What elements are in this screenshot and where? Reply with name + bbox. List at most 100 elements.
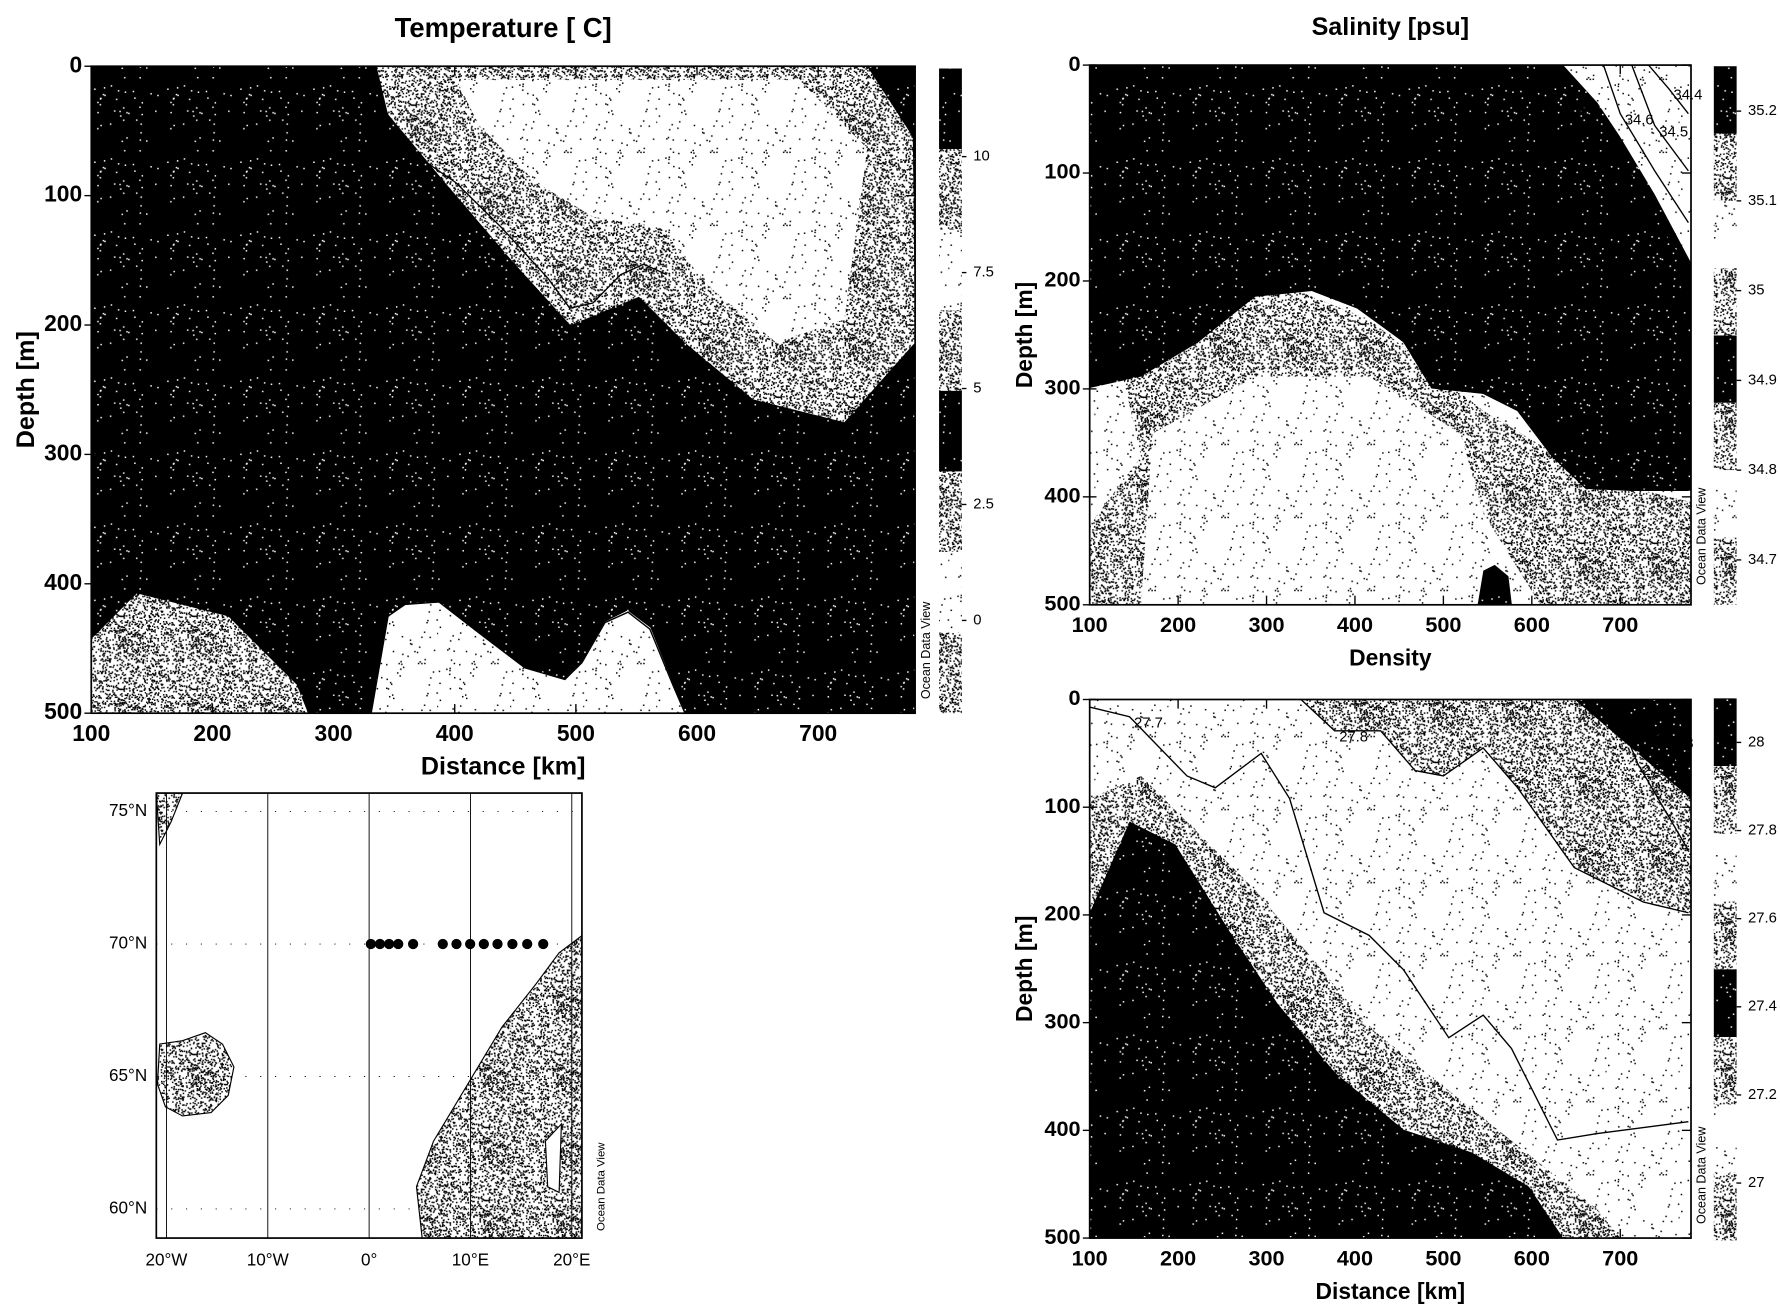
x-tick-label: 400 xyxy=(1337,1245,1373,1270)
contour-line xyxy=(404,147,667,310)
y-tick-label: 75°N xyxy=(109,801,147,820)
colorbar-tick-label: 27.2 xyxy=(1748,1087,1777,1103)
shade-region xyxy=(370,602,685,714)
x-tick-label: 500 xyxy=(1425,612,1461,637)
colorbar-tick-label: 27.4 xyxy=(1748,999,1777,1015)
x-tick-label: 500 xyxy=(557,720,595,746)
x-tick-label: 300 xyxy=(1248,1245,1284,1270)
x-tick-label: 600 xyxy=(678,720,716,746)
watermark: Ocean Data View xyxy=(1695,1126,1709,1224)
x-axis-label: Distance [km] xyxy=(421,753,586,781)
colorbar-tick-label: 27.6 xyxy=(1748,911,1777,927)
station xyxy=(383,938,395,950)
station xyxy=(365,938,376,950)
y-tick-label: 100 xyxy=(1044,159,1080,184)
colorbar-tick-label: 27 xyxy=(1748,1175,1765,1191)
contour-label: 27.7 xyxy=(1134,716,1163,732)
x-tick-label: 300 xyxy=(1248,612,1284,637)
y-tick-label: 60°N xyxy=(109,1198,147,1217)
shade-region xyxy=(1089,65,1691,491)
x-axis-label: Distance [km] xyxy=(1316,1278,1466,1304)
y-tick-label: 500 xyxy=(1044,591,1080,616)
shade-region xyxy=(1089,821,1564,1239)
contour-label: 34.4 xyxy=(1673,88,1702,104)
contour-line xyxy=(1610,699,1689,851)
coastline xyxy=(155,792,184,847)
x-tick-label: 100 xyxy=(1072,1245,1108,1270)
colorbar-band xyxy=(939,390,962,472)
station xyxy=(507,938,518,950)
station xyxy=(465,938,476,950)
station xyxy=(451,938,462,950)
y-tick-label: 500 xyxy=(1044,1224,1080,1249)
contour-line xyxy=(1602,65,1689,224)
y-tick-label: 200 xyxy=(1044,267,1080,292)
y-tick-label: 0 xyxy=(69,51,82,77)
y-tick-label: 0 xyxy=(1069,685,1081,710)
contour-label: 35 xyxy=(1579,102,1596,118)
colorbar-band xyxy=(1713,66,1737,134)
map-frame xyxy=(155,792,583,1239)
colorbar-band xyxy=(1713,766,1737,834)
y-axis-label: Depth [m] xyxy=(1011,282,1037,388)
y-tick-label: 200 xyxy=(1044,901,1080,926)
colorbar-band xyxy=(1713,833,1737,902)
station xyxy=(538,938,549,950)
colorbar-tick-label: 35.1 xyxy=(1748,193,1777,209)
section-plot: 27.7 27.8 27.3 27.4 100 200 300 400 500 600 700 0 10… xyxy=(1011,685,1777,1304)
shade-region xyxy=(1300,699,1691,913)
colorbar-band xyxy=(1713,901,1737,970)
y-tick-label: 100 xyxy=(1044,793,1080,818)
x-tick-label: 20°W xyxy=(145,1250,188,1269)
contour-label: 27.8 xyxy=(1339,730,1368,746)
x-tick-label: 200 xyxy=(1160,1245,1196,1270)
x-tick-label: 100 xyxy=(72,720,110,746)
x-tick-label: 20°E xyxy=(553,1250,590,1269)
watermark: Ocean Data View xyxy=(919,601,933,699)
colorbar-band xyxy=(1713,200,1737,269)
station xyxy=(492,938,503,950)
y-tick-label: 300 xyxy=(1044,1008,1080,1033)
x-tick-label: 600 xyxy=(1514,612,1550,637)
x-tick-label: 500 xyxy=(1425,1245,1461,1270)
x-axis-label: Density xyxy=(1349,645,1432,671)
contour-line xyxy=(370,601,686,714)
colorbar-band xyxy=(1713,698,1737,767)
y-tick-label: 300 xyxy=(44,439,82,465)
contour-line xyxy=(1631,65,1689,172)
coastline xyxy=(156,1032,235,1117)
watermark: Ocean Data View xyxy=(595,1142,607,1231)
x-tick-label: 700 xyxy=(1602,1245,1638,1270)
colorbar-band xyxy=(1713,470,1737,538)
contour-line xyxy=(1631,699,1689,777)
station xyxy=(522,938,533,950)
y-tick-label: 70°N xyxy=(109,934,147,953)
watermark: Ocean Data View xyxy=(1695,487,1709,585)
plot-frame xyxy=(1088,698,1692,1239)
shade-region xyxy=(91,593,309,714)
colorbar-band xyxy=(1713,335,1737,403)
contour-label: 27.3 xyxy=(1665,736,1694,752)
x-tick-label: 700 xyxy=(1602,612,1638,637)
x-tick-label: 0° xyxy=(361,1250,377,1269)
contour-label: 34.6 xyxy=(1625,112,1654,128)
contour-label: 34.5 xyxy=(1659,124,1688,140)
colorbar-tick-label: 34.7 xyxy=(1748,552,1777,568)
colorbar-tick-label: 5 xyxy=(973,380,981,396)
shading xyxy=(1089,699,1691,1239)
colorbar-tick-label: 0 xyxy=(973,612,981,628)
colorbar-band xyxy=(1713,402,1737,471)
x-tick-label: 300 xyxy=(315,720,353,746)
colorbar-band xyxy=(939,552,962,633)
y-axis-label: Depth [m] xyxy=(1011,916,1037,1022)
colorbar-band xyxy=(1713,268,1737,336)
contour-label: 27.4 xyxy=(1643,763,1672,779)
contour-line xyxy=(1089,706,1689,1141)
y-tick-label: 100 xyxy=(44,181,82,207)
colorbar-band xyxy=(1713,537,1737,605)
x-tick-label: 100 xyxy=(1072,612,1108,637)
shade-region xyxy=(1477,564,1512,605)
colorbar-tick-label: 28 xyxy=(1748,734,1765,750)
